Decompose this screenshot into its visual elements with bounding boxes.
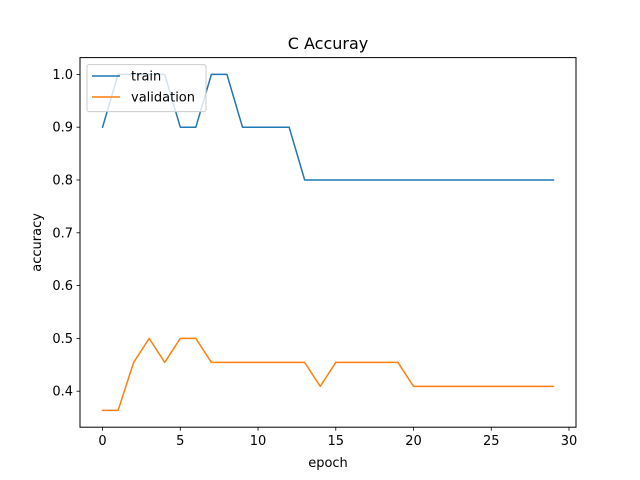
- legend: train validation: [86, 64, 207, 113]
- x-tick-label: 5: [176, 434, 184, 449]
- series-line-validation: [101, 337, 555, 412]
- x-tick-label: 30: [561, 434, 578, 449]
- x-tick-label: 15: [328, 434, 345, 449]
- legend-label-train: train: [131, 70, 161, 85]
- x-axis-label: epoch: [308, 456, 348, 471]
- y-tick-label: 0.4: [52, 385, 73, 400]
- y-tick-label: 0.8: [52, 173, 73, 188]
- y-axis-label: accuracy: [30, 213, 45, 272]
- chart-title: C Accuray: [288, 34, 369, 53]
- x-tick-label: 25: [483, 434, 500, 449]
- legend-label-validation: validation: [131, 91, 195, 106]
- x-tick-label: 10: [250, 434, 267, 449]
- plot-area: [80, 57, 576, 428]
- x-tick-label: 20: [405, 434, 422, 449]
- y-axis-ticks: 0.4 0.5 0.6 0.7 0.8 0.9 1.0: [52, 68, 80, 400]
- y-tick-label: 0.9: [52, 121, 73, 136]
- x-tick-label: 0: [98, 434, 106, 449]
- y-tick-label: 0.5: [52, 332, 73, 347]
- y-tick-label: 0.6: [52, 279, 73, 294]
- series-layer: [101, 73, 555, 412]
- y-tick-label: 0.7: [52, 226, 73, 241]
- plot-frame: [79, 57, 577, 428]
- y-tick-label: 1.0: [52, 68, 73, 83]
- x-axis-ticks: 0 5 10 15 20 25 30: [98, 427, 577, 449]
- series-line-train: [101, 73, 555, 181]
